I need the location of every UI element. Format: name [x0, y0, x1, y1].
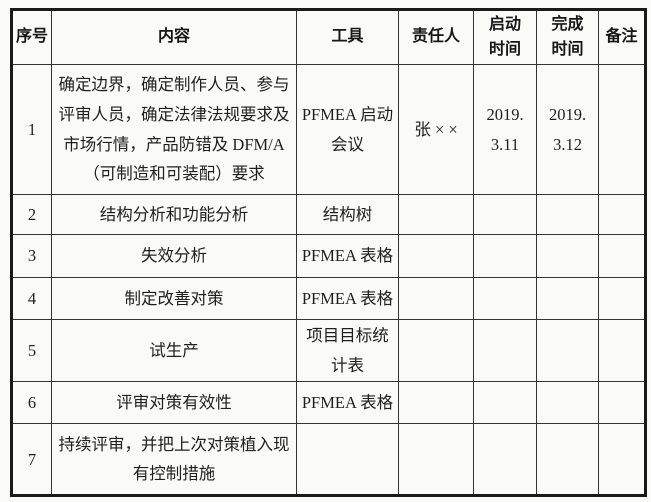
content-cell: 评审对策有效性 — [51, 381, 297, 425]
start-date-cell — [473, 234, 537, 278]
finish-date-cell — [536, 423, 599, 497]
owner-cell — [398, 277, 474, 320]
table-header: 序号 内容 工具 责任人 启动 时间 完成 时间 备注 — [11, 9, 646, 65]
remark-cell — [598, 277, 646, 320]
header-row: 序号 内容 工具 责任人 启动 时间 完成 时间 备注 — [11, 9, 646, 65]
tool-cell: PFMEA 表格 — [296, 277, 399, 320]
content-cell: 持续评审，并把上次对策植入现有控制措施 — [51, 423, 297, 497]
finish-date-cell — [536, 234, 599, 278]
row-number-cell: 6 — [11, 381, 52, 425]
tool-cell — [296, 423, 399, 497]
owner-cell — [398, 234, 474, 278]
table-row: 3 失效分析 PFMEA 表格 — [11, 234, 646, 278]
col-header-tool: 工具 — [296, 9, 399, 65]
start-date-cell — [473, 318, 537, 383]
row-number-cell: 1 — [11, 64, 52, 195]
tool-cell: PFMEA 启动 会议 — [296, 64, 399, 195]
owner-cell — [398, 381, 474, 425]
table-row: 4 制定改善对策 PFMEA 表格 — [11, 277, 646, 320]
col-header-number: 序号 — [11, 9, 52, 65]
remark-cell — [598, 194, 646, 235]
finish-date-cell: 2019. 3.12 — [536, 64, 599, 195]
content-cell: 确定边界，确定制作人员、参与评审人员，确定法律法规要求及市场行情，产品防错及 D… — [51, 64, 297, 195]
tool-cell: 项目目标统 计表 — [296, 318, 399, 383]
finish-date-cell — [536, 194, 599, 235]
table-body: 1 确定边界，确定制作人员、参与评审人员，确定法律法规要求及市场行情，产品防错及… — [11, 64, 646, 497]
finish-date-cell — [536, 318, 599, 383]
content-cell: 结构分析和功能分析 — [51, 194, 297, 235]
row-number-cell: 5 — [11, 318, 52, 383]
row-number-cell: 3 — [11, 234, 52, 278]
table-row: 7 持续评审，并把上次对策植入现有控制措施 — [11, 423, 646, 497]
remark-cell — [598, 64, 646, 195]
row-number-cell: 4 — [11, 277, 52, 320]
table-row: 6 评审对策有效性 PFMEA 表格 — [11, 381, 646, 425]
row-number-cell: 2 — [11, 194, 52, 235]
start-date-cell — [473, 277, 537, 320]
table-row: 5 试生产 项目目标统 计表 — [11, 318, 646, 383]
owner-cell: 张 × × — [398, 64, 474, 195]
col-header-finish-time: 完成 时间 — [536, 9, 599, 65]
remark-cell — [598, 318, 646, 383]
remark-cell — [598, 381, 646, 425]
pfmea-plan-table: 序号 内容 工具 责任人 启动 时间 完成 时间 备注 1 确定边界，确定制作人… — [10, 8, 647, 498]
col-header-content: 内容 — [51, 9, 297, 65]
finish-date-cell — [536, 381, 599, 425]
col-header-remark: 备注 — [598, 9, 646, 65]
table-row: 1 确定边界，确定制作人员、参与评审人员，确定法律法规要求及市场行情，产品防错及… — [11, 64, 646, 195]
owner-cell — [398, 423, 474, 497]
start-date-cell — [473, 381, 537, 425]
content-cell: 制定改善对策 — [51, 277, 297, 320]
col-header-start-time: 启动 时间 — [473, 9, 537, 65]
remark-cell — [598, 423, 646, 497]
content-cell: 试生产 — [51, 318, 297, 383]
tool-cell: PFMEA 表格 — [296, 234, 399, 278]
remark-cell — [598, 234, 646, 278]
start-date-cell — [473, 194, 537, 235]
table-row: 2 结构分析和功能分析 结构树 — [11, 194, 646, 235]
tool-cell: 结构树 — [296, 194, 399, 235]
start-date-cell: 2019. 3.11 — [473, 64, 537, 195]
owner-cell — [398, 194, 474, 235]
finish-date-cell — [536, 277, 599, 320]
row-number-cell: 7 — [11, 423, 52, 497]
tool-cell: PFMEA 表格 — [296, 381, 399, 425]
start-date-cell — [473, 423, 537, 497]
content-cell: 失效分析 — [51, 234, 297, 278]
col-header-owner: 责任人 — [398, 9, 474, 65]
owner-cell — [398, 318, 474, 383]
